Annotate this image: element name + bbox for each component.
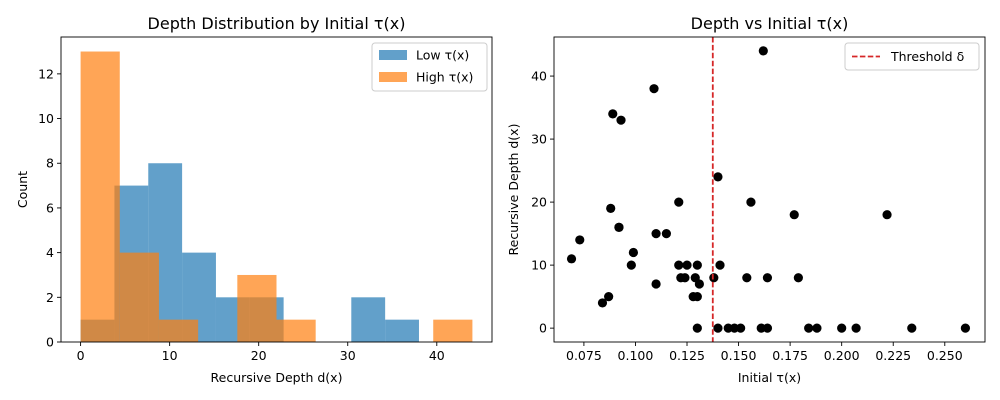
histogram-legend: Low τ(x) High τ(x) [371,42,488,92]
scatter-point [882,210,892,220]
scatter-point [812,323,822,333]
x-tick-label: 10 [162,348,178,363]
histogram-bar-high [158,319,199,342]
y-tick-label: 10 [38,111,54,126]
legend-swatch-low [379,50,407,60]
scatter-point [907,323,917,333]
scatter-point [651,229,661,239]
scatter-point [742,273,752,283]
scatter-point [692,323,702,333]
scatter-point [746,197,756,207]
y-tick-label: 20 [531,195,547,210]
y-tick-label: 12 [38,66,54,81]
histogram-bar-high [237,274,277,342]
scatter-point [626,260,636,270]
histogram-bar-low [385,319,419,342]
y-tick-label: 0 [539,321,547,336]
histogram-bar-high [119,252,159,342]
y-tick-label: 8 [46,156,54,171]
legend-label-threshold: Threshold δ [890,49,964,64]
scatter-legend-box [844,42,980,71]
scatter-point [851,323,861,333]
histogram-bar-high [276,319,316,342]
scatter-point [680,273,690,283]
scatter-point [758,46,768,56]
scatter-point [713,172,723,182]
x-tick-label: 0 [77,348,85,363]
scatter-point [628,247,638,258]
scatter-point [674,197,684,207]
y-tick-label: 2 [46,290,54,305]
legend-label-high: High τ(x) [416,70,473,85]
scatter-point [789,210,799,220]
scatter-point [694,279,704,289]
scatter-point [651,279,661,289]
scatter-point [692,260,702,270]
x-tick-label: 0.125 [669,348,705,363]
scatter-point [762,323,773,333]
scatter-point [614,222,624,232]
y-tick-label: 0 [46,335,54,350]
x-tick-label: 0.150 [721,348,757,363]
histogram-bar-low [351,297,386,342]
x-tick-label: 0.225 [875,348,911,363]
histogram-x-axis-label: Recursive Depth d(x) [211,370,343,385]
axes-frame [60,36,493,343]
scatter-point [762,273,773,283]
scatter-point [604,292,614,302]
scatter-point [606,203,616,214]
scatter-point [692,292,702,302]
histogram-bar-high [80,51,120,343]
x-tick-label: 30 [340,348,356,363]
scatter-point [793,273,803,283]
scatter-y-axis-label: Recursive Depth d(x) [506,124,521,256]
legend-swatch-high [379,72,407,82]
scatter-point [709,273,719,283]
histogram-y-axis-label: Count [15,171,30,208]
histogram-title: Depth Distribution by Initial τ(x) [148,14,406,33]
histogram-bar-high [433,319,473,342]
scatter-point [616,115,626,125]
x-tick-label: 0.175 [772,348,808,363]
scatter-point [674,260,684,270]
scatter-point [960,323,971,333]
scatter-point [804,323,814,333]
x-tick-label: 0.075 [566,348,602,363]
y-tick-label: 30 [531,132,547,147]
y-tick-label: 6 [46,200,54,215]
scatter-legend: Threshold δ [844,42,980,71]
histogram-plot-area: 0 10 20 30 40 0 2 4 6 8 10 12 [38,36,493,363]
scatter-point [597,298,608,308]
x-tick-label: 0.250 [927,348,963,363]
scatter-title: Depth vs Initial τ(x) [691,14,849,33]
scatter-point [661,229,671,239]
scatter-point [575,235,585,245]
scatter-x-axis-label: Initial τ(x) [738,370,801,385]
y-tick-label: 4 [46,245,54,260]
axes-frame [553,36,986,343]
scatter-point [713,323,723,333]
scatter-point [715,260,725,270]
legend-label-low: Low τ(x) [416,48,469,63]
x-tick-label: 20 [251,348,267,363]
x-tick-label: 40 [429,348,445,363]
scatter-point [566,254,577,264]
x-tick-label: 0.200 [824,348,860,363]
scatter-plot-area: 0.075 0.100 0.125 0.150 0.175 0.200 0.225 0.250… [531,36,986,363]
histogram-chart: 0 10 20 30 40 0 2 4 6 8 10 12 Depth Distribution by… [15,14,493,385]
y-tick-label: 40 [531,69,547,84]
scatter-point [682,260,692,270]
x-tick-label: 0.100 [618,348,654,363]
scatter-point [649,84,659,94]
y-tick-label: 10 [531,258,547,273]
scatter-point [837,323,847,333]
scatter-point [608,109,618,119]
scatter-chart: 0.075 0.100 0.125 0.150 0.175 0.200 0.225 0.250… [506,14,986,385]
scatter-point [736,323,746,333]
